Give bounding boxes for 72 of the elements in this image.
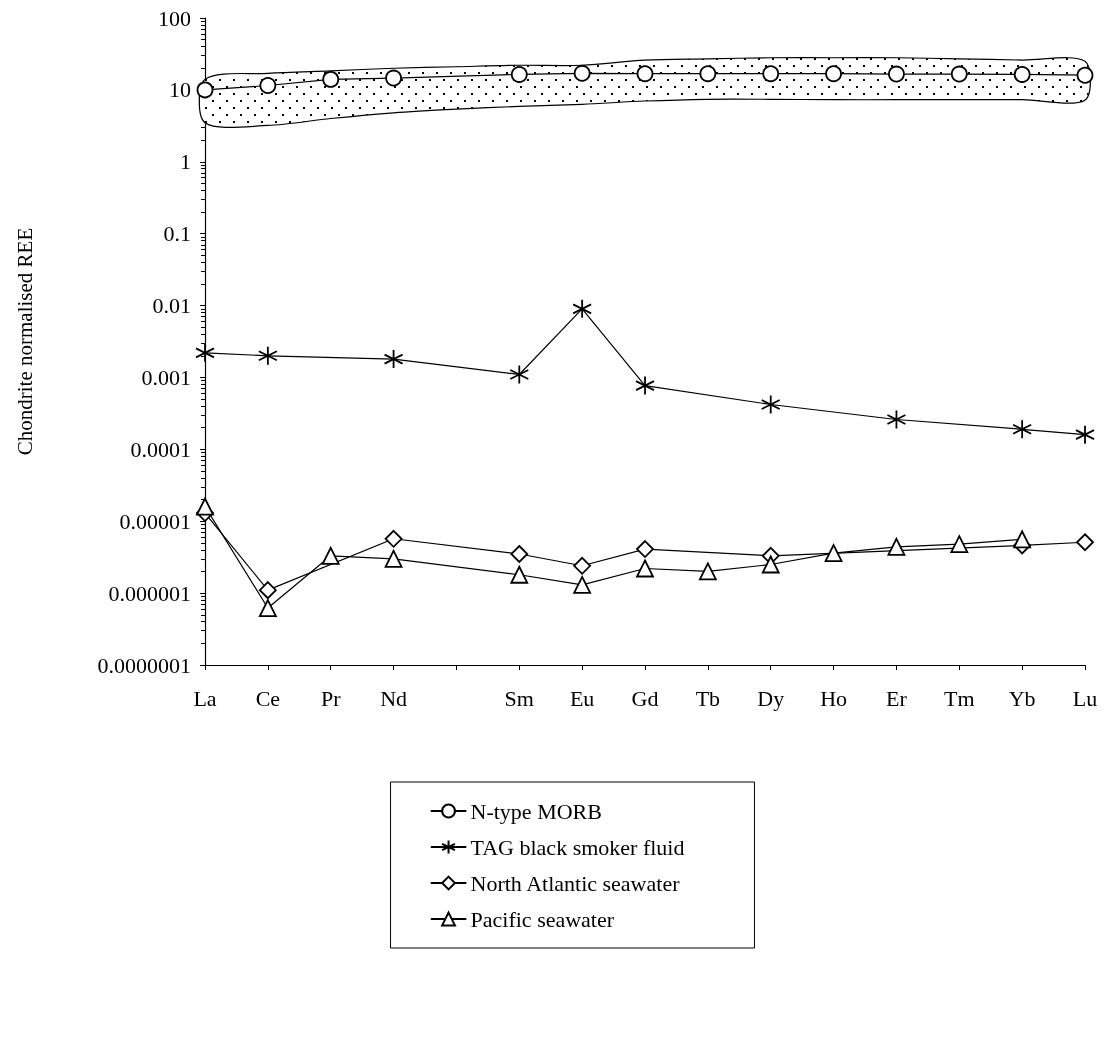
point [636, 540, 654, 558]
point [383, 349, 404, 369]
x-tick-label: Tm [944, 685, 975, 711]
point [698, 562, 717, 581]
point [321, 546, 340, 565]
point [760, 394, 781, 415]
point [572, 298, 593, 319]
point [573, 556, 592, 575]
x-tick-label: Er [886, 685, 908, 711]
point [635, 375, 655, 396]
point [950, 535, 969, 554]
point [825, 65, 842, 83]
point [1076, 66, 1094, 84]
point [636, 65, 654, 83]
point [1013, 530, 1032, 549]
point [385, 69, 402, 87]
x-tick-label: Tb [695, 685, 721, 711]
x-tick-label: Ce [255, 685, 281, 711]
point [636, 559, 654, 578]
legend-label: N-type MORB [470, 798, 602, 824]
y-tick-label: 0.000001 [108, 580, 191, 606]
x-tick-label: Dy [757, 685, 785, 711]
point [259, 77, 277, 94]
y-tick-label: 0.1 [163, 221, 191, 247]
point [886, 409, 907, 430]
x-tick-label: Pr [320, 685, 342, 711]
point [509, 364, 530, 385]
point [1012, 419, 1033, 440]
point [762, 65, 780, 83]
x-tick-label: Sm [504, 685, 534, 711]
point [510, 565, 529, 584]
point [258, 581, 277, 600]
point [196, 81, 214, 99]
y-tick-label: 0.00001 [119, 508, 191, 534]
y-tick-label: 0.01 [152, 293, 191, 319]
y-tick-label: 100 [158, 5, 191, 31]
point [258, 599, 277, 617]
point [322, 70, 340, 88]
point [510, 545, 529, 563]
x-tick-label: Nd [380, 685, 408, 711]
legend-label: Pacific seawater [470, 906, 615, 932]
y-axis-title: Chondrite normalised REE [12, 227, 37, 456]
point [195, 342, 215, 363]
point [950, 65, 968, 83]
point [384, 529, 403, 548]
point [887, 537, 906, 556]
y-tick-label: 0.0001 [130, 436, 191, 462]
x-tick-label: Ho [820, 685, 848, 711]
point [699, 65, 717, 83]
y-tick-label: 1 [180, 149, 191, 175]
y-tick-label: 10 [169, 77, 191, 103]
legend-label: TAG black smoker fluid [470, 834, 685, 860]
point [1075, 424, 1095, 445]
x-tick-label: Yb [1008, 685, 1036, 711]
point [510, 66, 528, 83]
x-tick-label: Gd [631, 685, 659, 711]
legend-label: North Atlantic seawater [470, 870, 681, 896]
point [888, 65, 905, 83]
point [384, 549, 403, 568]
point [1076, 533, 1094, 552]
x-tick-label: La [193, 685, 217, 711]
point [1013, 66, 1031, 83]
y-tick-label: 0.001 [141, 364, 191, 390]
y-tick-label: 0.0000001 [97, 652, 191, 678]
x-tick-label: Eu [569, 685, 595, 711]
point [257, 345, 278, 366]
point [761, 555, 780, 574]
point [573, 576, 592, 594]
point [196, 497, 214, 516]
point [573, 64, 591, 82]
x-tick-label: Lu [1072, 685, 1098, 711]
point [824, 544, 843, 563]
